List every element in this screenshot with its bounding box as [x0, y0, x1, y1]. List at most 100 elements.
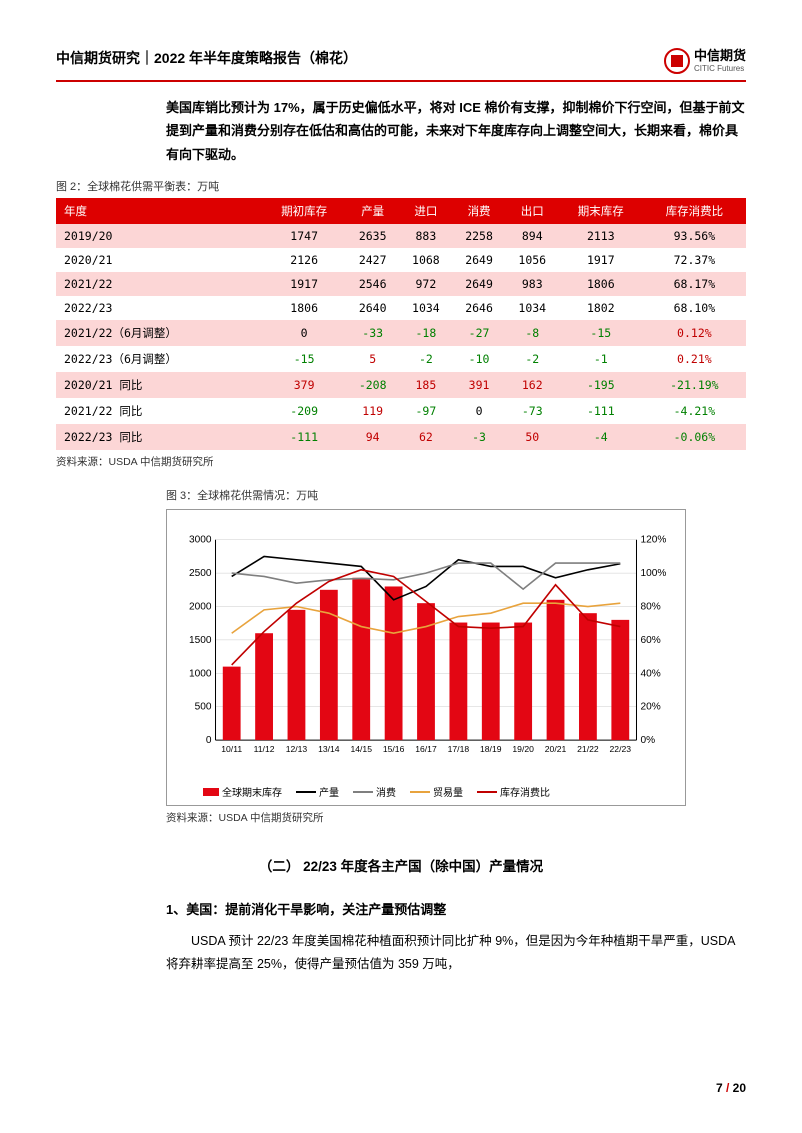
table-cell: 1034 — [399, 296, 452, 320]
table-cell: 2022/23 同比 — [56, 424, 262, 450]
table-cell: -21.19% — [643, 372, 746, 398]
table-cell: 2546 — [346, 272, 399, 296]
legend-swatch — [410, 791, 430, 793]
table-cell: 2113 — [559, 224, 643, 248]
legend-item: 全球期末库存 — [203, 784, 282, 799]
svg-text:60%: 60% — [641, 635, 661, 646]
table-cell: -2 — [506, 346, 559, 372]
logo-icon — [664, 48, 690, 74]
brand-logo: 中信期货 CITIC Futures — [664, 48, 746, 74]
table-row: 2022/23（6月调整）-155-2-10-2-10.21% — [56, 346, 746, 372]
table-cell: 94 — [346, 424, 399, 450]
legend-label: 库存消费比 — [500, 784, 550, 799]
svg-text:17/18: 17/18 — [448, 744, 470, 754]
header-title: 中信期货研究｜2022 年半年度策略报告（棉花） — [56, 48, 357, 68]
table-cell: 1034 — [506, 296, 559, 320]
table-cell: -111 — [559, 398, 643, 424]
table-cell: -8 — [506, 320, 559, 346]
table-cell: 1802 — [559, 296, 643, 320]
table-cell: -73 — [506, 398, 559, 424]
table-cell: 2019/20 — [56, 224, 262, 248]
table-cell: -18 — [399, 320, 452, 346]
table-cell: 2646 — [452, 296, 505, 320]
table-cell: 983 — [506, 272, 559, 296]
svg-text:20/21: 20/21 — [545, 744, 567, 754]
table-cell: 1806 — [262, 296, 346, 320]
table-cell: 93.56% — [643, 224, 746, 248]
table-cell: -209 — [262, 398, 346, 424]
svg-text:500: 500 — [195, 702, 212, 713]
col-header: 库存消费比 — [643, 198, 746, 224]
page-total: 20 — [733, 1081, 746, 1095]
table-cell: 1917 — [559, 248, 643, 272]
legend-label: 产量 — [319, 784, 339, 799]
svg-text:3000: 3000 — [189, 535, 212, 546]
table-cell: 2022/23（6月调整） — [56, 346, 262, 372]
table-cell: -15 — [559, 320, 643, 346]
table-row: 2019/20174726358832258894211393.56% — [56, 224, 746, 248]
table-cell: 2021/22（6月调整） — [56, 320, 262, 346]
svg-text:1500: 1500 — [189, 635, 212, 646]
svg-text:14/15: 14/15 — [350, 744, 372, 754]
supply-demand-chart: 0500100015002000250030000%20%40%60%80%10… — [173, 518, 679, 778]
table-cell: 1917 — [262, 272, 346, 296]
table-cell: 1806 — [559, 272, 643, 296]
table-row: 2021/22 同比-209119-970-73-111-4.21% — [56, 398, 746, 424]
table-cell: 2427 — [346, 248, 399, 272]
legend-item: 产量 — [296, 784, 339, 799]
legend-swatch — [353, 791, 373, 793]
table-cell: 1068 — [399, 248, 452, 272]
col-header: 期初库存 — [262, 198, 346, 224]
svg-text:120%: 120% — [641, 535, 667, 546]
table-cell: -27 — [452, 320, 505, 346]
col-header: 进口 — [399, 198, 452, 224]
table-cell: -33 — [346, 320, 399, 346]
table-cell: -4 — [559, 424, 643, 450]
legend-item: 库存消费比 — [477, 784, 550, 799]
table-cell: 2020/21 同比 — [56, 372, 262, 398]
table-source: 资料来源：USDA 中信期货研究所 — [56, 454, 746, 469]
table-cell: 0 — [452, 398, 505, 424]
table-cell: 2126 — [262, 248, 346, 272]
table-cell: 68.10% — [643, 296, 746, 320]
col-header: 出口 — [506, 198, 559, 224]
legend-item: 贸易量 — [410, 784, 463, 799]
svg-text:10/11: 10/11 — [221, 744, 242, 754]
table-cell: 972 — [399, 272, 452, 296]
table-cell: 72.37% — [643, 248, 746, 272]
table-cell: -2 — [399, 346, 452, 372]
table-row: 2022/23 同比-1119462-350-4-0.06% — [56, 424, 746, 450]
table-cell: -10 — [452, 346, 505, 372]
section-heading-3: 1、美国：提前消化干旱影响，关注产量预估调整 — [166, 899, 746, 918]
table-cell: 68.17% — [643, 272, 746, 296]
table-cell: 379 — [262, 372, 346, 398]
table-cell: -0.06% — [643, 424, 746, 450]
table-cell: -15 — [262, 346, 346, 372]
page-sep: / — [726, 1081, 733, 1095]
page-header: 中信期货研究｜2022 年半年度策略报告（棉花） 中信期货 CITIC Futu… — [56, 48, 746, 82]
svg-text:0: 0 — [206, 735, 212, 746]
svg-text:21/22: 21/22 — [577, 744, 599, 754]
table-cell: 2640 — [346, 296, 399, 320]
col-header: 期末库存 — [559, 198, 643, 224]
table-cell: -111 — [262, 424, 346, 450]
table-cell: 162 — [506, 372, 559, 398]
table-title: 图 2：全球棉花供需平衡表：万吨 — [56, 178, 746, 194]
table-cell: -208 — [346, 372, 399, 398]
svg-text:2500: 2500 — [189, 568, 212, 579]
table-cell: 2635 — [346, 224, 399, 248]
col-header: 产量 — [346, 198, 399, 224]
legend-swatch — [203, 788, 219, 796]
brand-name-en: CITIC Futures — [694, 64, 746, 73]
table-cell: -3 — [452, 424, 505, 450]
legend-label: 全球期末库存 — [222, 784, 282, 799]
table-cell: -1 — [559, 346, 643, 372]
svg-text:22/23: 22/23 — [610, 744, 632, 754]
legend-label: 贸易量 — [433, 784, 463, 799]
table-row: 2021/22（6月调整）0-33-18-27-8-150.12% — [56, 320, 746, 346]
table-cell: 119 — [346, 398, 399, 424]
table-cell: 185 — [399, 372, 452, 398]
svg-text:12/13: 12/13 — [286, 744, 308, 754]
table-cell: -195 — [559, 372, 643, 398]
table-cell: 894 — [506, 224, 559, 248]
